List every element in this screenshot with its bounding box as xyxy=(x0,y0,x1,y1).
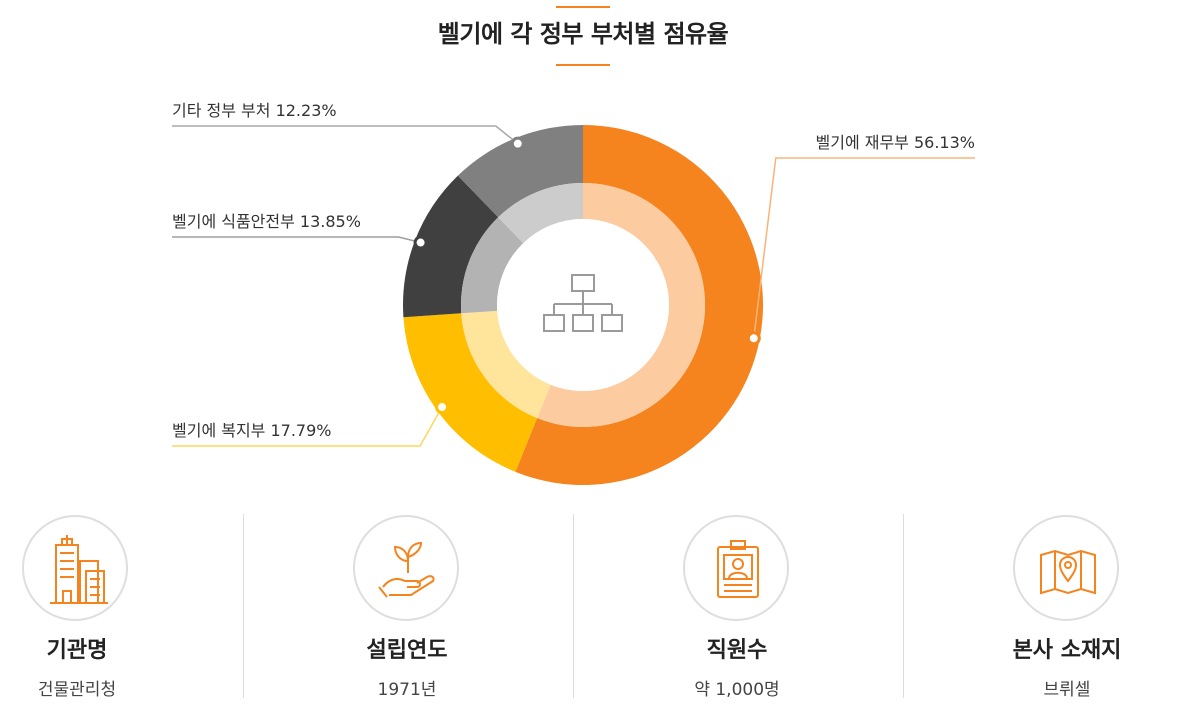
plant-hand-icon xyxy=(353,515,459,621)
buildings-icon xyxy=(22,515,128,621)
employees-title: 직원수 xyxy=(706,638,768,663)
info-item-founded: 설립연도 1971년 xyxy=(330,512,660,712)
leader-line xyxy=(753,157,975,339)
title-top-rule xyxy=(556,6,610,8)
divider xyxy=(243,514,244,698)
info-panel: 기관명 건물관리청 설립연도 1971년 xyxy=(0,512,1191,712)
title-bottom-rule xyxy=(556,64,610,66)
agency-title: 기관명 xyxy=(46,638,108,663)
employees-value: 약 1,000명 xyxy=(694,680,780,700)
divider xyxy=(573,514,574,698)
donut-slice-inner xyxy=(498,183,583,244)
donut-slice-inner xyxy=(537,183,705,427)
leader-line xyxy=(172,236,421,244)
founded-title: 설립연도 xyxy=(366,638,448,663)
agency-value: 건물관리청 xyxy=(37,680,117,700)
info-item-agency: 기관명 건물관리청 xyxy=(0,512,330,712)
donut-slice-outer xyxy=(403,313,538,472)
slice-label: 벨기에 식품안전부 13.85% xyxy=(172,212,361,231)
leader-line xyxy=(172,125,519,145)
donut-chart: 벨기에 재무부 56.13% 벨기에 복지부 17.79% 벨기에 식품안전부 13… xyxy=(172,101,976,485)
leader-dot xyxy=(435,400,450,415)
donut-slice-inner xyxy=(461,310,551,419)
id-card-icon xyxy=(683,515,789,621)
leader-dot xyxy=(413,235,428,250)
leader-dot xyxy=(510,136,525,151)
donut-slice-outer xyxy=(457,124,583,218)
hq-title: 본사 소재지 xyxy=(1012,638,1122,663)
info-item-employees: 직원수 약 1,000명 xyxy=(660,512,990,712)
donut-slice-outer xyxy=(515,125,763,485)
hq-value: 브뤼셀 xyxy=(1043,680,1091,700)
org-chart-icon xyxy=(543,274,623,332)
donut-slice-outer xyxy=(403,175,499,318)
chart-header: 벨기에 각 정부 부처별 점유율 xyxy=(0,0,1191,70)
founded-value: 1971년 xyxy=(377,680,437,700)
slice-label: 벨기에 재무부 56.13% xyxy=(816,133,976,152)
leader-dot xyxy=(746,331,761,346)
map-pin-icon xyxy=(1013,515,1119,621)
slice-label: 벨기에 복지부 17.79% xyxy=(172,421,332,440)
chart-title: 벨기에 각 정부 부처별 점유율 xyxy=(437,20,729,48)
divider xyxy=(903,514,904,698)
leader-line xyxy=(172,406,443,447)
slice-label: 기타 정부 부처 12.23% xyxy=(172,101,337,120)
donut-slice-inner xyxy=(461,217,524,314)
info-item-hq: 본사 소재지 브뤼셀 xyxy=(990,512,1191,712)
